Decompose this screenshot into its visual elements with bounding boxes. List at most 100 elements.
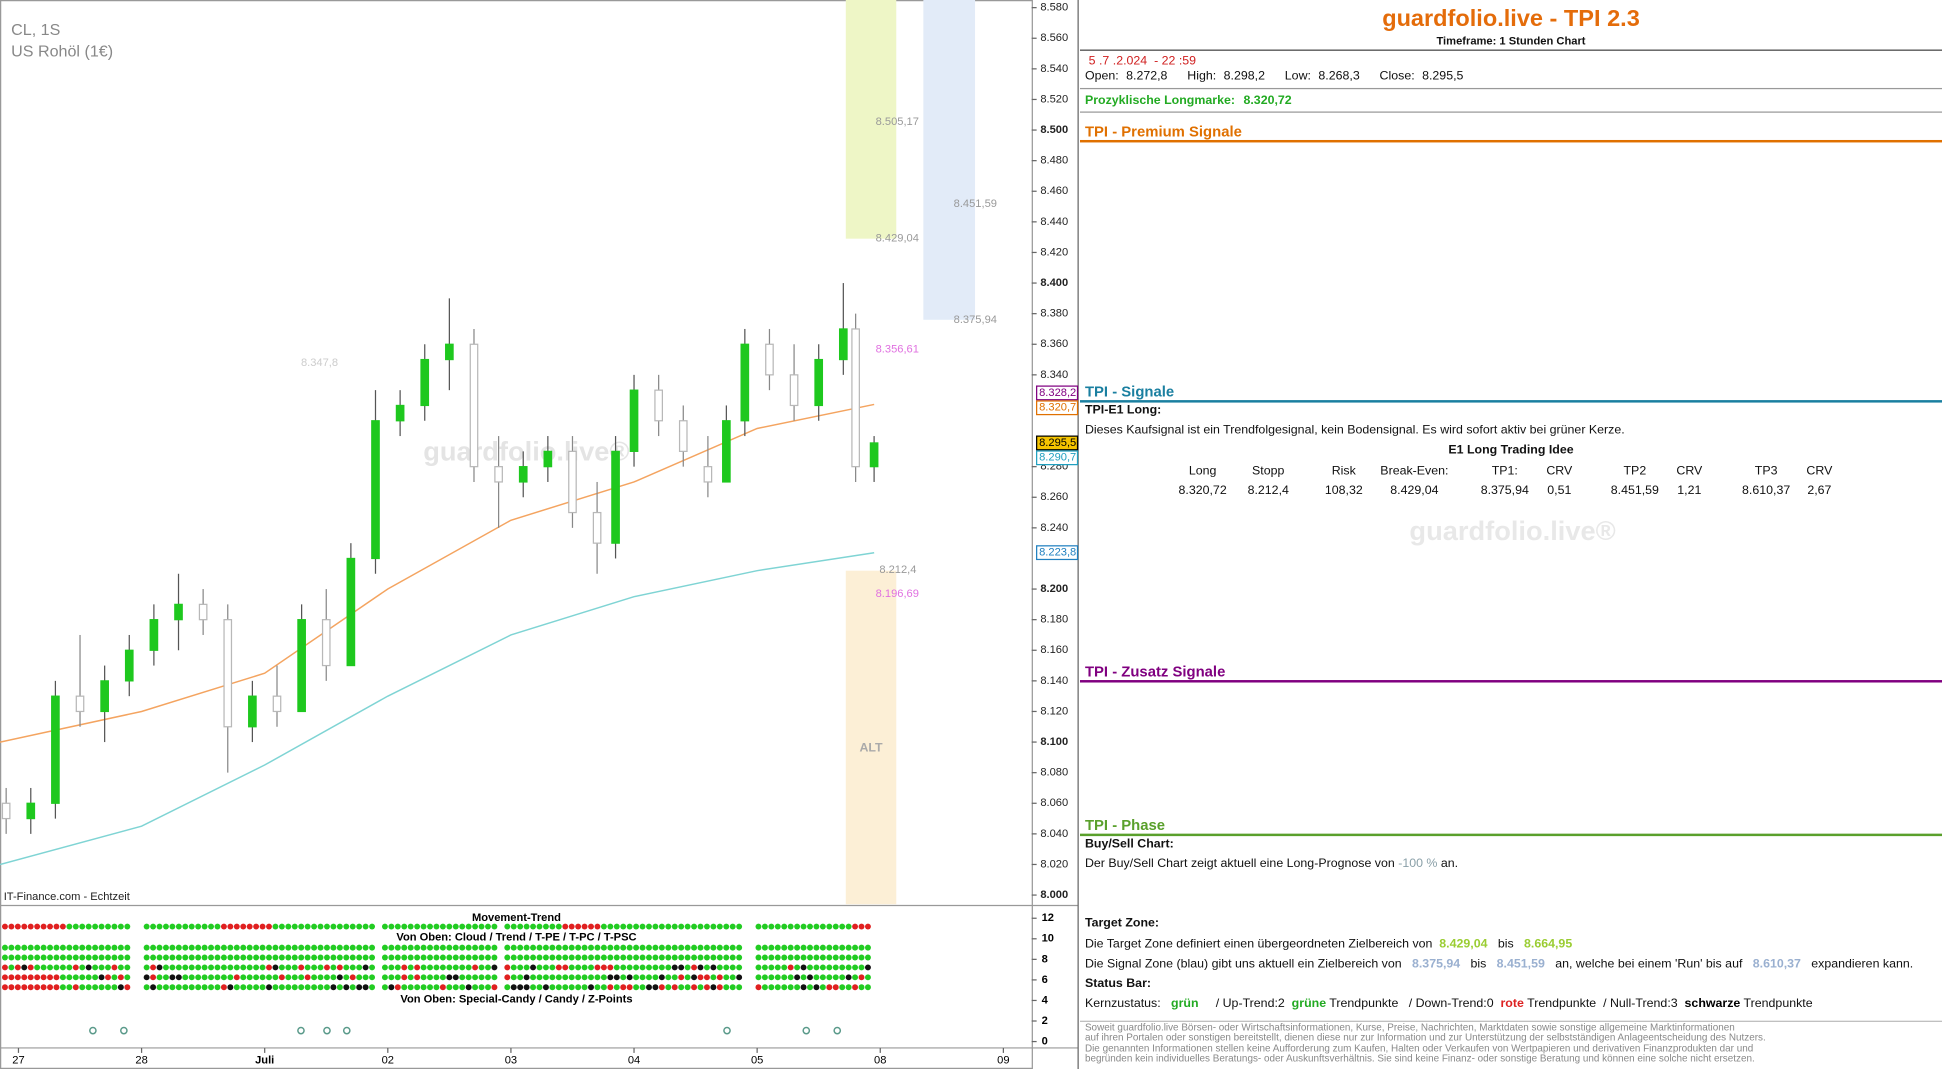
table-cell: 8.320,72 — [1178, 484, 1227, 498]
status-dot — [233, 923, 240, 930]
status-dot — [504, 954, 511, 961]
status-dot — [233, 954, 240, 961]
status-dot — [330, 974, 337, 981]
status-dot — [703, 984, 710, 991]
section-rule — [1079, 680, 1942, 683]
status-dot — [703, 974, 710, 981]
candle-body — [469, 343, 479, 468]
status-dot — [684, 954, 691, 961]
status-dot — [266, 974, 272, 981]
status-dot — [678, 954, 685, 961]
level-label: 8.356,61 — [876, 343, 919, 355]
status-dot — [427, 944, 433, 951]
section-title: TPI - Premium Signale — [1084, 122, 1242, 140]
status-dot — [117, 974, 124, 981]
price-tag — [1036, 545, 1079, 561]
table-header: CRV — [1546, 464, 1573, 479]
x-tick-label: 27 — [12, 1054, 24, 1066]
status-dot — [336, 954, 343, 961]
status-dot — [175, 954, 182, 961]
price-tag-label: 8.295,5 — [1039, 437, 1076, 449]
status-dot — [143, 964, 150, 971]
candle-body — [543, 450, 553, 468]
status-dot — [317, 954, 324, 961]
status-dot — [600, 954, 607, 961]
status-dot — [787, 944, 794, 951]
status-dot — [182, 954, 189, 961]
ohlc-row: Open: 8.272,8 High: 8.298,2 Low: 8.268,3 Close… — [1085, 69, 1463, 83]
watermark: guardfolio.live® — [423, 436, 629, 467]
status-dot — [27, 954, 34, 961]
status-dot — [639, 964, 646, 971]
status-dot — [852, 984, 859, 991]
status-dot — [523, 984, 530, 991]
status-dot — [304, 974, 311, 981]
status-dot — [214, 944, 221, 951]
status-dot — [620, 923, 627, 930]
watermark: guardfolio.live® — [1409, 515, 1616, 547]
status-dot — [620, 964, 627, 971]
table-cell: 8.429,04 — [1390, 484, 1439, 498]
longmark-value: 8.320,72 — [1243, 94, 1292, 108]
status-dot — [40, 984, 47, 991]
status-dot — [768, 974, 775, 981]
candle-body — [703, 466, 713, 483]
status-dot — [285, 974, 292, 981]
status-dot — [143, 984, 150, 991]
status-dot — [246, 923, 253, 930]
rule — [1079, 1020, 1942, 1022]
status-dot — [504, 964, 511, 971]
status-dot — [761, 984, 768, 991]
status-dot — [8, 954, 15, 961]
status-dot — [233, 944, 240, 951]
status-dot — [188, 954, 195, 961]
status-dot — [124, 964, 131, 971]
status-dot — [388, 964, 395, 971]
status-dot — [188, 984, 195, 991]
status-dot — [839, 984, 846, 991]
status-dot — [208, 954, 215, 961]
candle-body — [26, 802, 36, 820]
text-part: schwarze — [1684, 997, 1741, 1011]
y-tick-label: 8.080 — [1040, 767, 1068, 779]
status-dot — [72, 954, 79, 961]
status-dot — [774, 944, 781, 951]
status-dot — [691, 923, 698, 930]
status-dot — [768, 923, 775, 930]
status-dot — [826, 923, 833, 930]
table-header: CRV — [1676, 464, 1703, 479]
status-dot — [568, 974, 575, 981]
moving-average — [0, 403, 875, 743]
status-dot — [658, 923, 665, 930]
status-dot — [53, 964, 60, 971]
status-dot — [47, 984, 54, 991]
status-dot — [807, 923, 813, 930]
status-dot — [813, 974, 820, 981]
text-part: expandieren kann. — [1800, 957, 1914, 972]
status-dot — [858, 964, 865, 971]
status-dot — [800, 974, 807, 981]
status-dot — [832, 984, 839, 991]
status-dot — [195, 974, 202, 981]
status-dot — [150, 984, 157, 991]
status-dot — [14, 984, 21, 991]
status-dot — [581, 984, 588, 991]
candle-body — [838, 328, 848, 361]
status-dot — [517, 954, 524, 961]
y-tick-label: 8.040 — [1040, 828, 1068, 840]
status-dot — [536, 984, 543, 991]
status-dot — [800, 964, 807, 971]
status-dot — [47, 923, 54, 930]
status-dot — [510, 964, 517, 971]
status-dot — [98, 974, 105, 981]
status-dot — [369, 964, 376, 971]
status-dot — [575, 923, 582, 930]
status-dot — [34, 964, 41, 971]
status-dot — [678, 964, 685, 971]
status-dot — [549, 923, 556, 930]
status-dot — [298, 944, 305, 951]
status-dot — [253, 974, 260, 981]
text-part: bis — [1487, 937, 1524, 952]
status-dot — [162, 923, 169, 930]
status-dot — [639, 974, 646, 981]
